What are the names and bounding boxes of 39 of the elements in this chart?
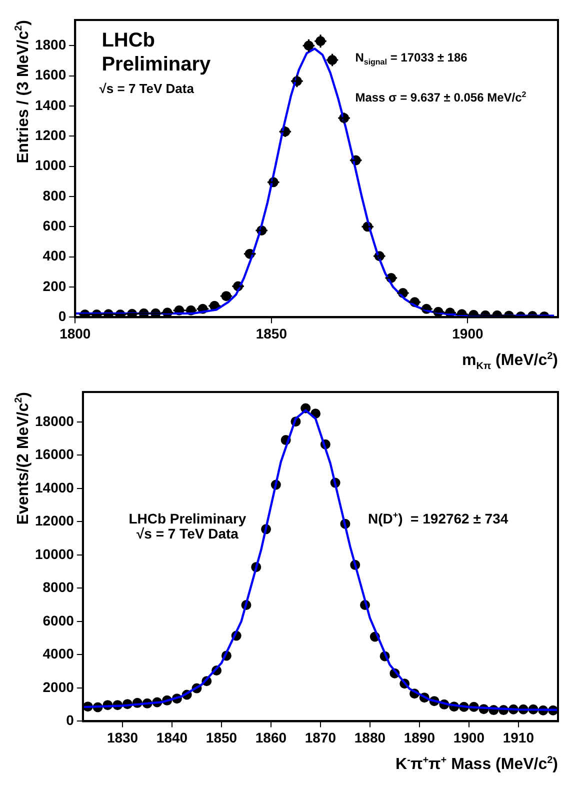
y-tick-label: 6000 — [42, 612, 74, 628]
y-tick-label: 1600 — [34, 66, 66, 83]
y-tick-label: 14000 — [34, 479, 74, 496]
y-tick-label: 16000 — [34, 446, 74, 462]
y-tick-label: 200 — [42, 278, 66, 294]
y-axis-title: Events/(2 MeV/c2) — [14, 392, 32, 525]
annotation: √s = 7 TeV Data — [99, 80, 195, 96]
x-tick-label: 1890 — [404, 729, 436, 746]
y-tick-label: 18000 — [34, 412, 74, 429]
y-tick-label: 4000 — [42, 646, 74, 662]
annotation: N(D+) = 192762 ± 734 — [368, 510, 508, 527]
annotation: Preliminary — [102, 54, 212, 76]
x-tick-label: 1900 — [453, 729, 485, 746]
x-tick-label: 1850 — [206, 729, 238, 746]
x-tick-label: 1870 — [304, 729, 336, 746]
y-tick-label: 1400 — [34, 96, 66, 113]
x-tick-label: 1840 — [156, 729, 188, 746]
x-tick-label: 1880 — [354, 729, 386, 746]
y-tick-label: 8000 — [42, 579, 74, 596]
y-tick-label: 800 — [42, 187, 66, 204]
y-tick-label: 2000 — [42, 678, 74, 695]
y-tick-label: 1000 — [34, 157, 66, 174]
x-tick-label: 1900 — [452, 325, 484, 342]
y-tick-label: 1200 — [34, 127, 66, 144]
y-tick-label: 0 — [58, 308, 66, 324]
y-tick-label: 600 — [42, 218, 66, 234]
x-tick-label: 1910 — [502, 729, 534, 746]
y-tick-label: 0 — [66, 712, 74, 728]
y-tick-label: 1800 — [34, 36, 66, 53]
x-tick-label: 1830 — [106, 729, 138, 746]
x-tick-label: 1850 — [256, 325, 288, 342]
annotation: √s = 7 TeV Data — [136, 525, 239, 542]
annotation: LHCb — [102, 30, 156, 52]
annotation: LHCb Preliminary — [128, 510, 246, 527]
y-tick-label: 12000 — [34, 512, 74, 529]
y-axis-title: Entries / (3 MeV/c2) — [14, 20, 32, 164]
y-tick-label: 400 — [42, 248, 66, 264]
x-tick-label: 1860 — [255, 729, 287, 746]
y-tick-label: 10000 — [34, 546, 74, 562]
